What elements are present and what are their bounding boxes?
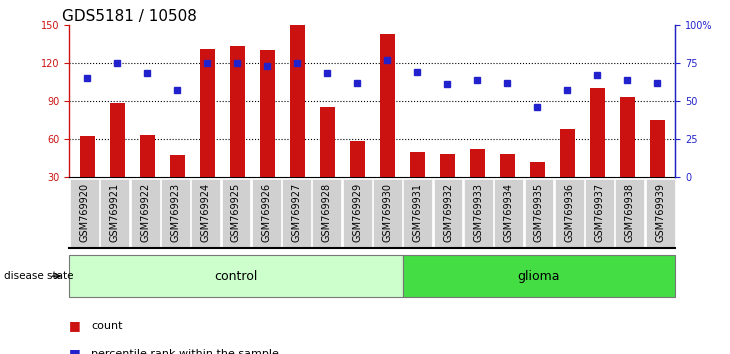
- Text: ■: ■: [69, 319, 81, 332]
- Text: GSM769939: GSM769939: [655, 183, 665, 242]
- Bar: [439, 154, 455, 177]
- Text: control: control: [215, 270, 258, 282]
- Text: GDS5181 / 10508: GDS5181 / 10508: [62, 9, 197, 24]
- Text: GSM769928: GSM769928: [322, 183, 332, 242]
- Bar: [350, 142, 365, 177]
- Bar: [470, 149, 485, 177]
- Text: GSM769935: GSM769935: [534, 183, 544, 242]
- Text: GSM769937: GSM769937: [594, 183, 604, 242]
- Text: GSM769938: GSM769938: [625, 183, 635, 242]
- Bar: [260, 50, 274, 177]
- Bar: [530, 162, 545, 177]
- Bar: [380, 34, 395, 177]
- Bar: [290, 25, 305, 177]
- Text: GSM769926: GSM769926: [261, 183, 272, 242]
- Bar: [230, 46, 245, 177]
- Bar: [110, 103, 125, 177]
- Bar: [650, 120, 665, 177]
- Text: GSM769930: GSM769930: [383, 183, 393, 242]
- Bar: [620, 97, 635, 177]
- Bar: [80, 136, 95, 177]
- Text: GSM769927: GSM769927: [291, 183, 301, 242]
- Text: GSM769922: GSM769922: [140, 183, 150, 242]
- Text: GSM769920: GSM769920: [80, 183, 90, 242]
- Text: disease state: disease state: [4, 271, 73, 281]
- Text: GSM769924: GSM769924: [201, 183, 211, 242]
- Text: GSM769931: GSM769931: [412, 183, 423, 242]
- Text: GSM769923: GSM769923: [170, 183, 180, 242]
- Text: GSM769921: GSM769921: [110, 183, 120, 242]
- Text: count: count: [91, 321, 123, 331]
- Bar: [590, 88, 604, 177]
- Text: ■: ■: [69, 348, 81, 354]
- Bar: [170, 155, 185, 177]
- Text: GSM769936: GSM769936: [564, 183, 575, 242]
- Text: GSM769929: GSM769929: [352, 183, 362, 242]
- Bar: [560, 129, 575, 177]
- Text: percentile rank within the sample: percentile rank within the sample: [91, 349, 279, 354]
- Text: GSM769925: GSM769925: [231, 183, 241, 242]
- Bar: [320, 107, 335, 177]
- Bar: [140, 135, 155, 177]
- Text: GSM769932: GSM769932: [443, 183, 453, 242]
- Text: GSM769934: GSM769934: [504, 183, 514, 242]
- Text: GSM769933: GSM769933: [473, 183, 483, 242]
- Bar: [410, 152, 425, 177]
- Bar: [200, 49, 215, 177]
- Bar: [500, 154, 515, 177]
- Text: glioma: glioma: [518, 270, 560, 282]
